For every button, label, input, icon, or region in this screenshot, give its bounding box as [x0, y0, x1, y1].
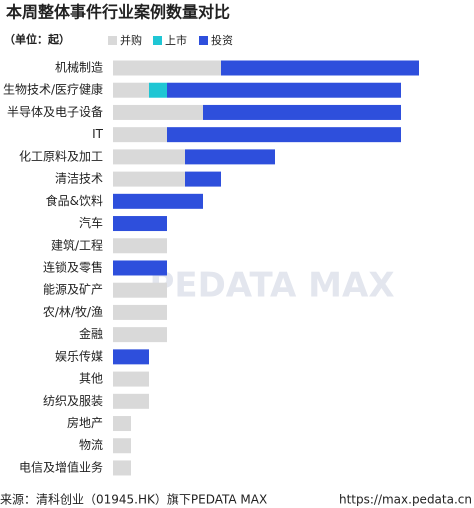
source-url: https://max.pedata.cn [339, 493, 472, 507]
bar-segment [113, 438, 131, 454]
y-tick-label: 金融 [79, 326, 103, 341]
bar-segment [113, 393, 149, 409]
bar-segment [113, 460, 131, 476]
chart-subtitle: （单位：起） [4, 32, 70, 46]
y-tick-label: 房地产 [67, 415, 103, 430]
y-tick-label: 半导体及电子设备 [7, 105, 103, 119]
watermark: PEDATA MAX [149, 266, 394, 306]
y-tick-label: 能源及矿产 [43, 283, 103, 297]
bar-segment [113, 304, 167, 320]
bar-segment [149, 82, 167, 98]
y-tick-label: 生物技术/医疗健康 [3, 82, 103, 97]
bar-segment [113, 149, 185, 165]
y-tick-label: 纺织及服装 [43, 394, 103, 408]
y-tick-label: 清洁技术 [55, 172, 103, 186]
bar-segment [113, 260, 167, 276]
legend-swatch [108, 36, 117, 45]
chart-title: 本周整体事件行业案例数量对比 [6, 3, 230, 22]
y-tick-label: 农/林/牧/渔 [43, 305, 103, 319]
y-tick-label: 机械制造 [55, 60, 103, 75]
y-tick-label: 化工原料及加工 [19, 149, 103, 163]
bar-segment [113, 327, 167, 343]
bar-segment [113, 127, 167, 143]
bar-segment [113, 349, 149, 365]
y-tick-label: IT [92, 127, 104, 141]
y-tick-label: 食品&饮料 [46, 193, 103, 208]
bar-segment [113, 104, 203, 120]
y-tick-label: 其他 [79, 372, 103, 386]
bar-segment [113, 193, 203, 209]
legend-label: 上市 [165, 33, 187, 47]
bar-segment [221, 60, 419, 76]
y-tick-label: 电信及增值业务 [19, 459, 103, 474]
bar-segment [113, 82, 149, 98]
source: 来源：清科创业（01945.HK）旗下PEDATA MAX [0, 492, 267, 507]
legend-swatch [199, 36, 208, 45]
bar-segment [113, 216, 167, 232]
bar-segment [167, 127, 401, 143]
bar-segment [167, 82, 401, 98]
bar-segment [113, 238, 167, 254]
y-tick-label: 物流 [79, 438, 103, 452]
bar-segment [113, 371, 149, 387]
bar-segment [113, 171, 185, 187]
y-tick-label: 娱乐传媒 [55, 348, 103, 363]
bar-segment [203, 104, 401, 120]
legend-swatch [153, 36, 162, 45]
y-tick-label: 汽车 [79, 215, 103, 230]
legend-label: 并购 [120, 33, 142, 47]
bar-segment [185, 149, 275, 165]
y-tick-label: 建筑/工程 [51, 237, 103, 252]
bar-segment [113, 60, 221, 76]
legend-label: 投资 [211, 33, 233, 47]
bar-segment [185, 171, 221, 187]
bar-segment [113, 282, 167, 298]
y-tick-label: 连锁及零售 [43, 259, 103, 274]
bar-segment [113, 416, 131, 432]
